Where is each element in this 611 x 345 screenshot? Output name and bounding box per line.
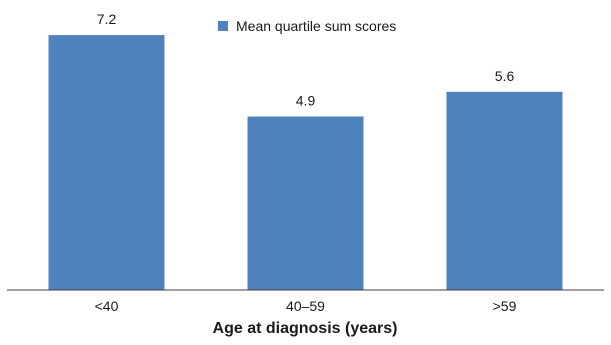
- legend-label: Mean quartile sum scores: [236, 18, 396, 34]
- legend: Mean quartile sum scores: [218, 18, 396, 34]
- bar: [446, 91, 563, 290]
- bar: [247, 116, 364, 290]
- tick-labels-group: <40 40–59 >59: [95, 298, 517, 314]
- bar-value-label: 7.2: [97, 11, 117, 27]
- x-tick-label: <40: [95, 298, 119, 314]
- legend-swatch: [218, 21, 228, 31]
- x-tick-label: >59: [493, 298, 517, 314]
- bar-value-label: 5.6: [495, 68, 515, 84]
- x-axis-title: Age at diagnosis (years): [213, 320, 398, 337]
- bars-group: [48, 35, 563, 290]
- bar: [48, 35, 165, 290]
- bar-value-label: 4.9: [296, 93, 316, 109]
- x-tick-label: 40–59: [286, 298, 325, 314]
- value-labels-group: 7.2 4.9 5.6: [97, 11, 515, 108]
